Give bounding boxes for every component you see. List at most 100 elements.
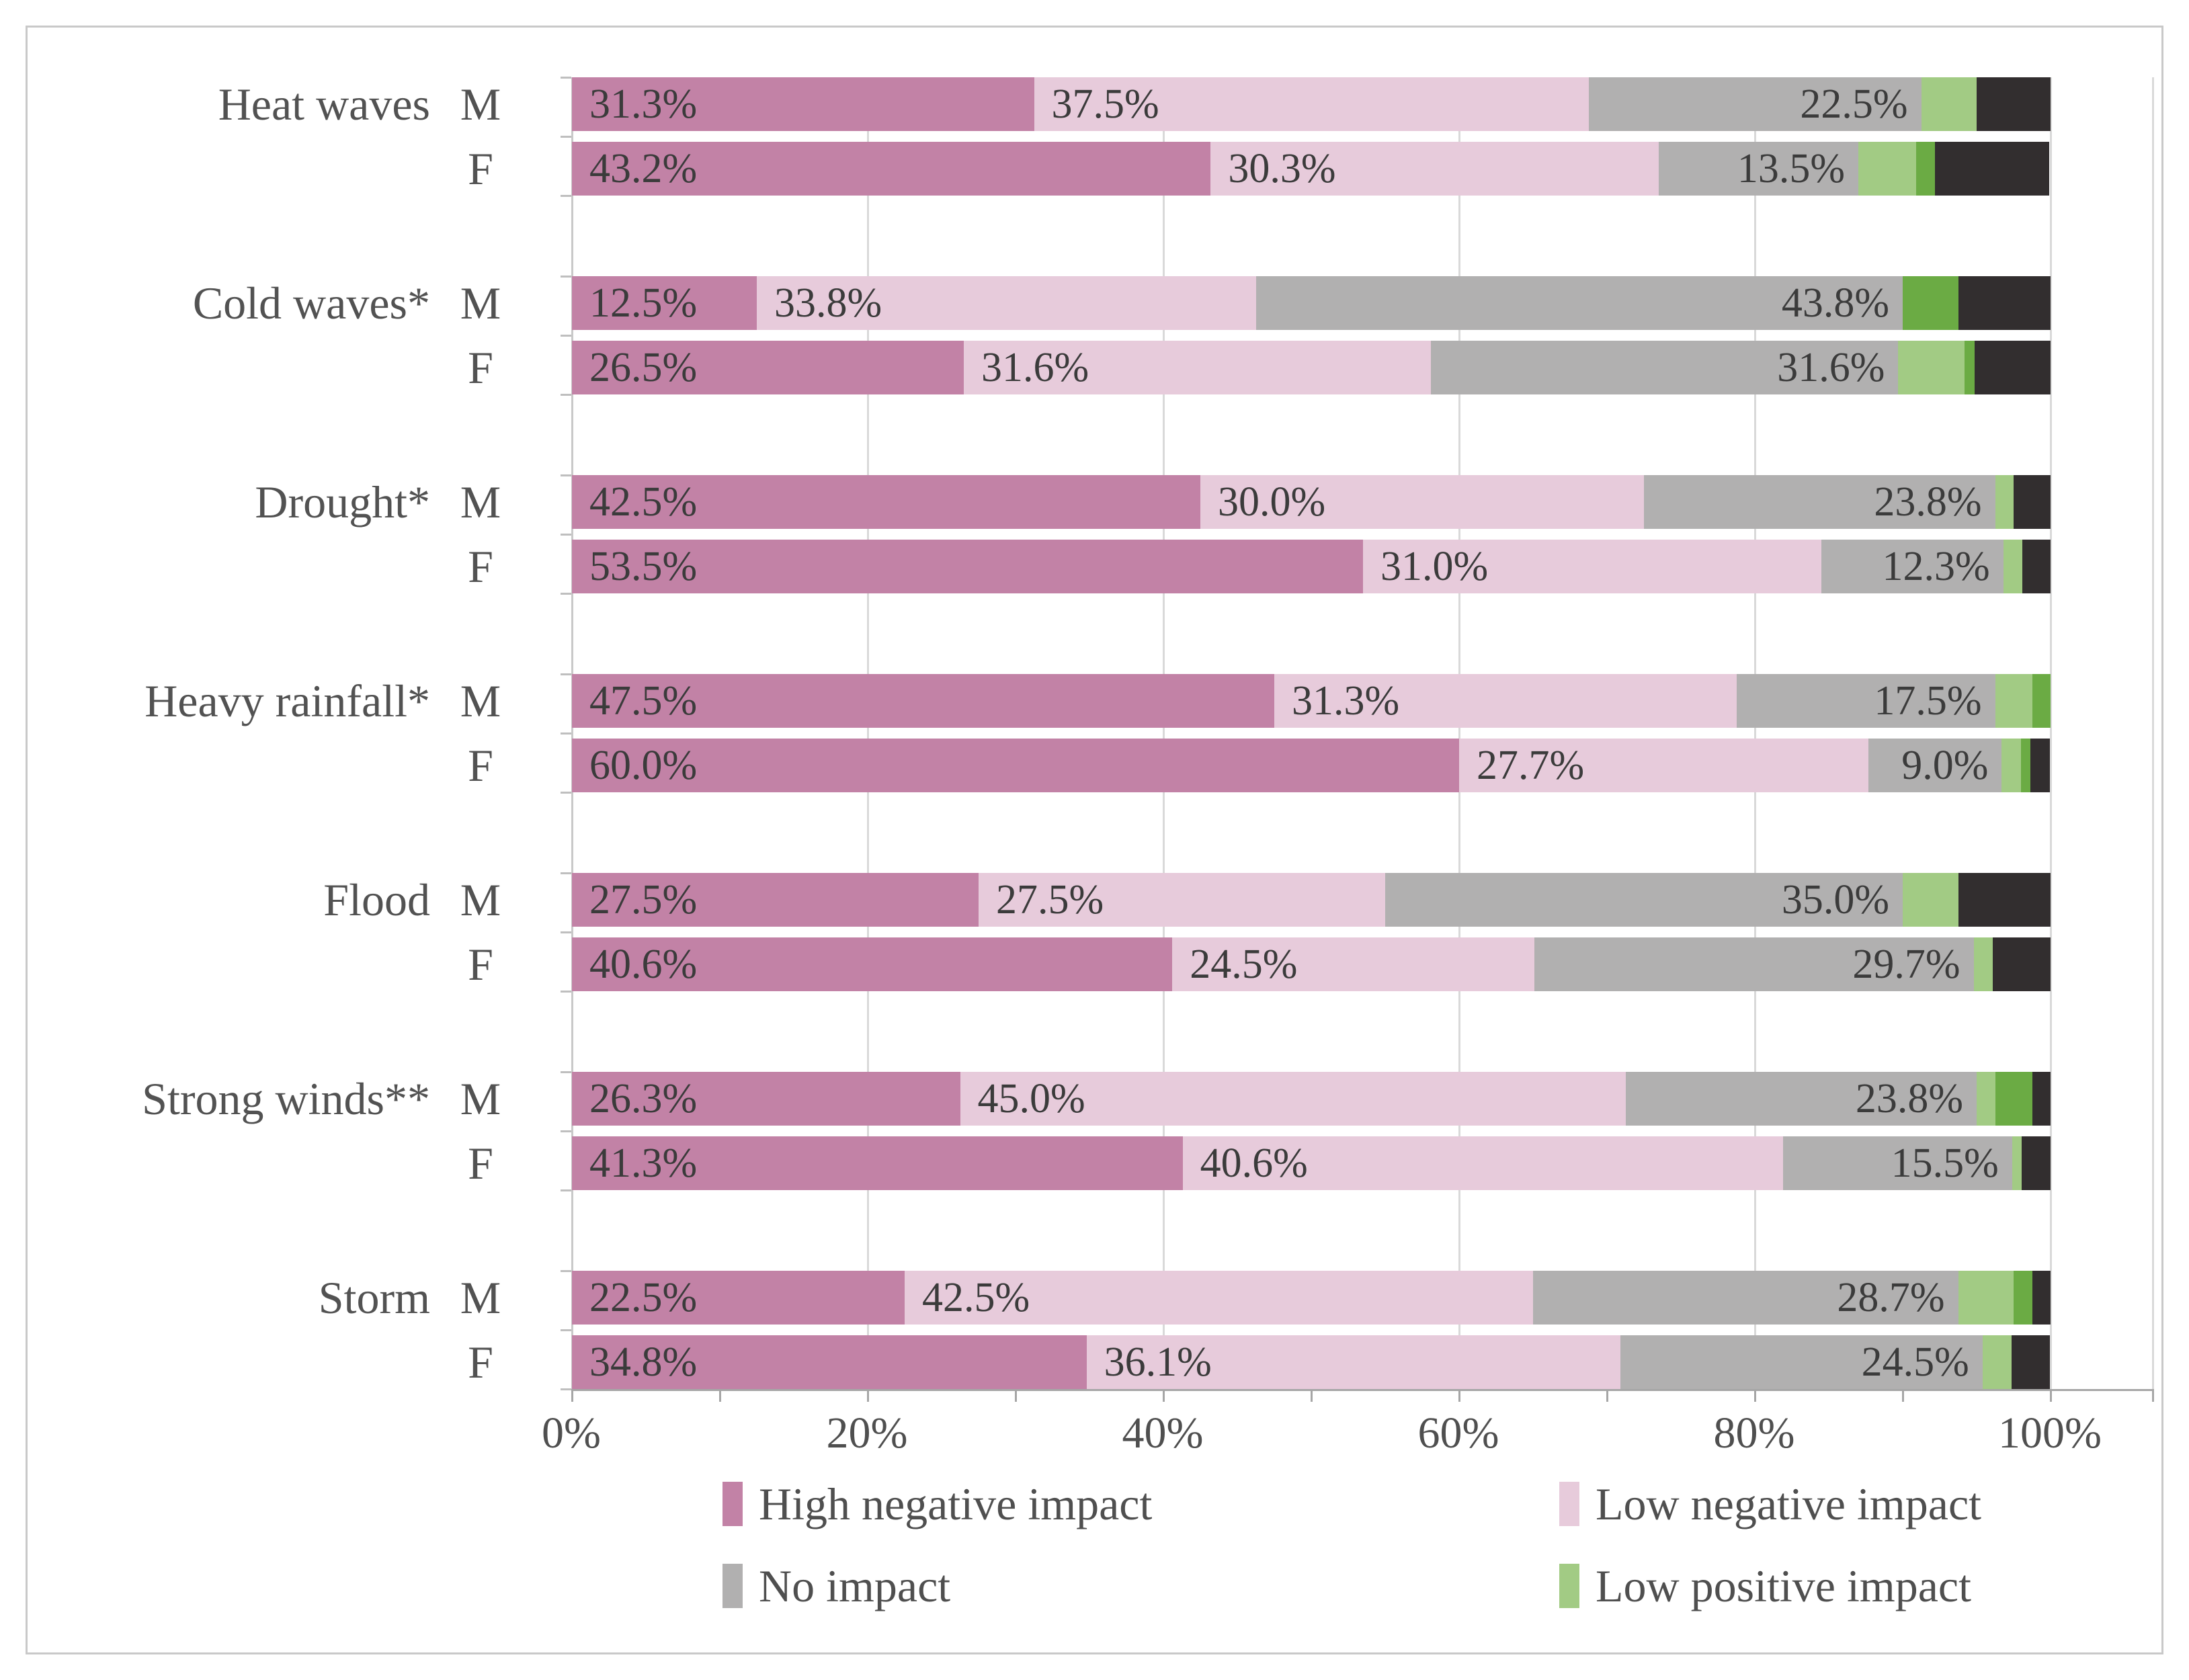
data-label: 34.8% bbox=[589, 1339, 698, 1385]
bar-segment-no_impact: 17.5% bbox=[1736, 674, 1995, 728]
y-axis-tick bbox=[561, 195, 571, 197]
bar-segment-dark bbox=[2030, 739, 2050, 792]
data-label: 26.5% bbox=[589, 345, 698, 390]
gender-label: M bbox=[460, 1073, 501, 1124]
gender-label: M bbox=[460, 675, 501, 726]
data-label: 41.3% bbox=[589, 1140, 698, 1186]
data-label: 24.5% bbox=[1861, 1339, 1969, 1385]
legend-label: No impact bbox=[759, 1560, 951, 1611]
legend-swatch bbox=[1559, 1564, 1579, 1608]
bar-segment-no_impact: 23.8% bbox=[1625, 1072, 1977, 1126]
bar-segment-low_positive bbox=[1995, 475, 2014, 529]
bar-segment-dark bbox=[2022, 1136, 2051, 1190]
data-label: 31.6% bbox=[1777, 345, 1885, 390]
data-label: 43.8% bbox=[1781, 280, 1889, 326]
bar-segment-no_impact: 43.8% bbox=[1255, 276, 1903, 330]
bar-row: 31.3% 37.5% 22.5% bbox=[572, 77, 2051, 131]
data-label: 13.5% bbox=[1737, 146, 1845, 192]
bar-segment-dark_green bbox=[2014, 1271, 2032, 1325]
bar-segment-low_negative: 30.3% bbox=[1210, 142, 1659, 196]
y-axis-tick bbox=[561, 732, 571, 734]
bar-segment-high_negative: 27.5% bbox=[572, 873, 979, 927]
bar-row: 41.3% 40.6% 15.5% bbox=[572, 1136, 2051, 1190]
bar-segment-low_negative: 45.0% bbox=[960, 1072, 1626, 1126]
bar-segment-low_negative: 36.1% bbox=[1086, 1335, 1620, 1389]
x-axis-tick bbox=[719, 1391, 721, 1402]
bar-segment-no_impact: 22.5% bbox=[1588, 77, 1922, 131]
gender-label: F bbox=[468, 1138, 493, 1189]
gender-label: F bbox=[468, 1337, 493, 1388]
bar-segment-low_positive bbox=[2012, 1136, 2022, 1190]
bar-segment-dark_green bbox=[1915, 142, 1936, 196]
bar-row: 53.5% 31.0% 12.3% bbox=[572, 540, 2051, 593]
x-axis-tick bbox=[571, 1391, 573, 1402]
bar-segment-high_negative: 53.5% bbox=[572, 540, 1363, 593]
data-label: 24.5% bbox=[1190, 941, 1298, 987]
y-axis-tick bbox=[561, 1189, 571, 1191]
bar-segment-low_negative: 24.5% bbox=[1172, 937, 1535, 991]
gridline bbox=[1458, 77, 1460, 1389]
legend-label: Low negative impact bbox=[1596, 1478, 1982, 1529]
x-axis-tick bbox=[1902, 1391, 1904, 1402]
plot-area: 31.3% 37.5% 22.5% 43.2% 30.3% 13.5% 12.5% 33.8%… bbox=[561, 77, 2154, 1390]
x-axis-tick bbox=[2050, 1391, 2052, 1402]
bar-segment-low_positive bbox=[1858, 142, 1916, 196]
data-label: 12.5% bbox=[589, 280, 698, 326]
bar-segment-low_positive bbox=[1921, 77, 1977, 131]
gridline bbox=[1163, 77, 1165, 1389]
gender-label: F bbox=[468, 740, 493, 791]
x-axis-tick bbox=[867, 1391, 869, 1402]
y-axis-tick bbox=[561, 1270, 571, 1272]
data-label: 47.5% bbox=[589, 678, 698, 724]
data-label: 23.8% bbox=[1855, 1076, 1963, 1122]
gridline bbox=[1754, 77, 1756, 1389]
gender-label: M bbox=[460, 476, 501, 528]
y-axis-tick bbox=[561, 534, 571, 536]
bar-segment-low_negative: 31.3% bbox=[1274, 674, 1737, 728]
x-axis-tick bbox=[1606, 1391, 1608, 1402]
bar-segment-low_negative: 27.7% bbox=[1459, 739, 1869, 792]
y-axis-tick bbox=[561, 1071, 571, 1073]
gender-label: M bbox=[460, 79, 501, 130]
data-label: 28.7% bbox=[1837, 1275, 1945, 1320]
bar-segment-high_negative: 47.5% bbox=[572, 674, 1274, 728]
data-label: 35.0% bbox=[1781, 877, 1889, 923]
bar-segment-dark bbox=[1977, 77, 2051, 131]
x-axis-tick-label: 0% bbox=[542, 1409, 601, 1458]
data-label: 40.6% bbox=[589, 941, 698, 987]
y-axis-tick bbox=[561, 335, 571, 337]
bar-segment-low_negative: 30.0% bbox=[1200, 475, 1644, 529]
x-axis-line bbox=[571, 1389, 2154, 1402]
bar-segment-no_impact: 35.0% bbox=[1385, 873, 1903, 927]
category-label: Heavy rainfall* bbox=[144, 675, 430, 726]
data-label: 31.6% bbox=[981, 345, 1089, 390]
category-label: Drought* bbox=[255, 476, 430, 528]
bar-segment-low_negative: 31.0% bbox=[1363, 540, 1821, 593]
y-axis-line bbox=[571, 77, 573, 1389]
data-label: 12.3% bbox=[1882, 544, 1990, 589]
y-axis-tick bbox=[561, 792, 571, 794]
gender-label: M bbox=[460, 278, 501, 329]
bar-row: 47.5% 31.3% 17.5% bbox=[572, 674, 2051, 728]
bar-segment-low_negative: 40.6% bbox=[1182, 1136, 1783, 1190]
bar-segment-no_impact: 15.5% bbox=[1782, 1136, 2012, 1190]
bar-segment-dark bbox=[1935, 142, 2049, 196]
legend-swatch bbox=[722, 1482, 743, 1526]
x-axis-tick-label: 60% bbox=[1417, 1409, 1499, 1458]
bar-segment-dark bbox=[1993, 937, 2051, 991]
bar-segment-high_negative: 41.3% bbox=[572, 1136, 1183, 1190]
bar-row: 22.5% 42.5% 28.7% bbox=[572, 1271, 2051, 1325]
data-label: 30.3% bbox=[1228, 146, 1336, 192]
category-label: Strong winds** bbox=[142, 1073, 430, 1124]
bar-row: 26.5% 31.6% 31.6% bbox=[572, 341, 2051, 394]
data-label: 53.5% bbox=[589, 544, 698, 589]
data-label: 33.8% bbox=[774, 280, 882, 326]
bar-row: 34.8% 36.1% 24.5% bbox=[572, 1335, 2050, 1389]
bar-segment-high_negative: 12.5% bbox=[572, 276, 757, 330]
bar-segment-low_positive bbox=[1995, 674, 2032, 728]
data-label: 15.5% bbox=[1891, 1140, 1999, 1186]
bar-segment-dark bbox=[2032, 1072, 2051, 1126]
bar-segment-no_impact: 12.3% bbox=[1821, 540, 2004, 593]
bar-row: 26.3% 45.0% 23.8% bbox=[572, 1072, 2051, 1126]
category-label: Flood bbox=[323, 874, 430, 925]
